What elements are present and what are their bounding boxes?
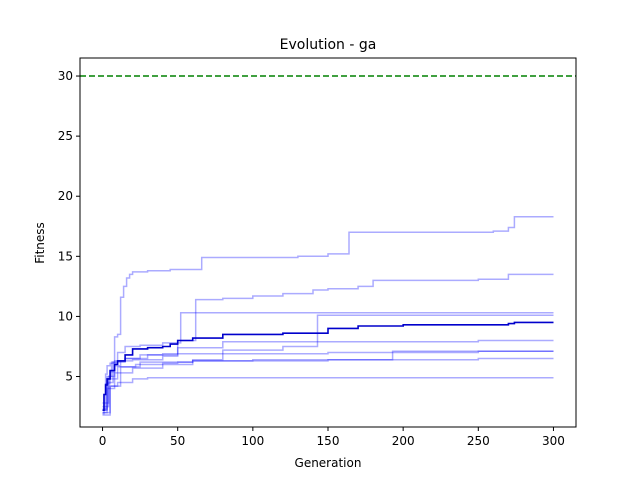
y-tick-label: 15: [58, 249, 73, 263]
x-tick-label: 100: [241, 434, 264, 448]
y-tick-label: 20: [58, 189, 73, 203]
y-tick-label: 30: [58, 69, 73, 83]
y-tick-label: 5: [65, 370, 73, 384]
x-tick-label: 200: [392, 434, 415, 448]
run-line-5: [102, 339, 554, 414]
run-line-6: [102, 350, 554, 404]
chart-title: Evolution - ga: [280, 37, 377, 53]
x-axis-label: Generation: [295, 456, 362, 470]
x-tick-label: 0: [99, 434, 107, 448]
run-line-1: [102, 215, 554, 415]
run-line-9: [102, 376, 554, 414]
y-tick-label: 25: [58, 129, 73, 143]
y-tick-label: 10: [58, 309, 73, 323]
x-tick-label: 50: [170, 434, 185, 448]
x-tick-label: 250: [467, 434, 490, 448]
mean-fitness-line: [102, 321, 554, 411]
run-line-7: [102, 350, 554, 411]
run-line-8: [102, 357, 554, 416]
x-tick-label: 300: [542, 434, 565, 448]
y-axis-label: Fitness: [33, 222, 47, 264]
x-tick-label: 150: [317, 434, 340, 448]
